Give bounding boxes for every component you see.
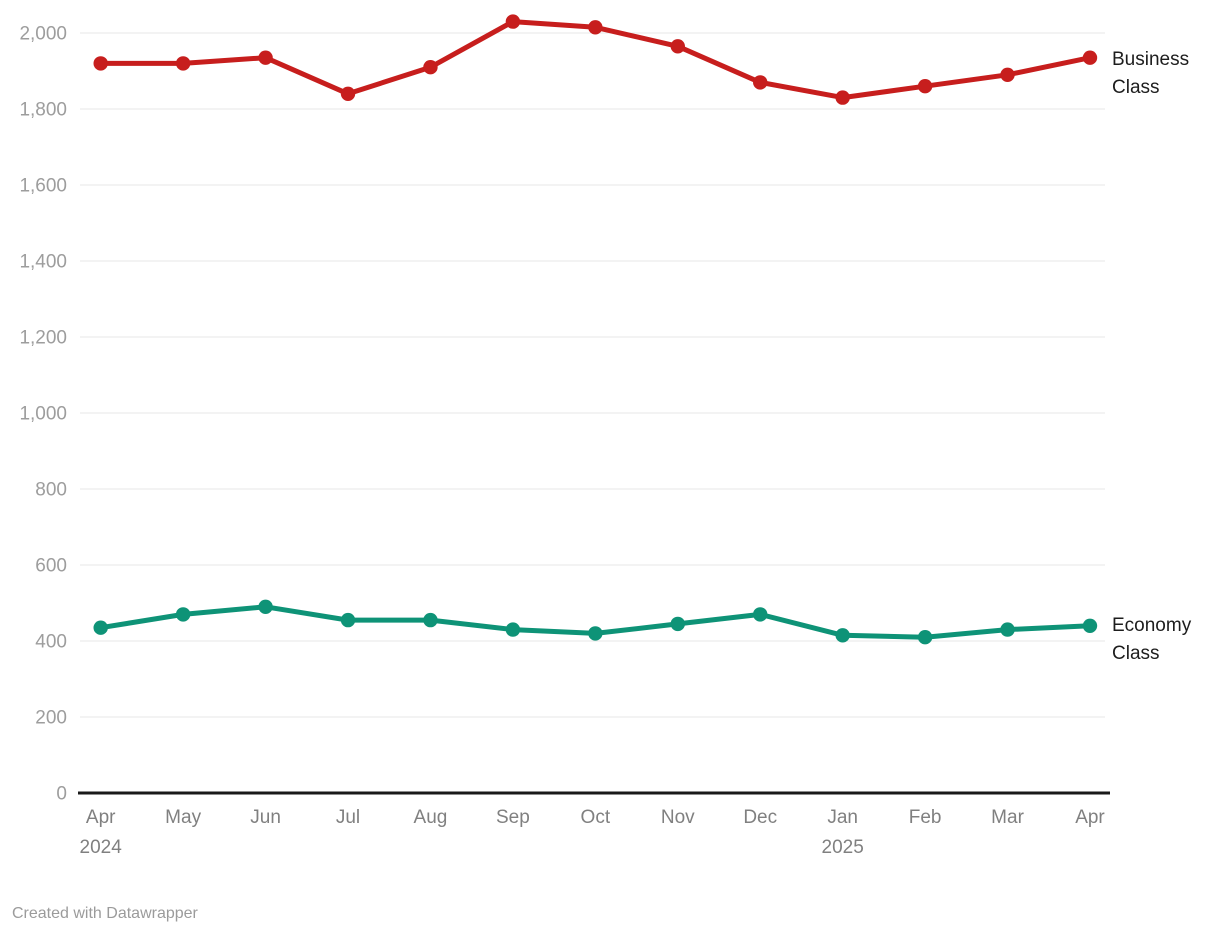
x-axis-tick-label: Aug: [414, 807, 448, 828]
data-point-economy-class[interactable]: [835, 628, 850, 643]
x-axis-year-label: 2024: [80, 837, 123, 858]
x-axis-tick-label: Apr: [86, 807, 116, 828]
y-axis-tick-label: 600: [35, 556, 67, 577]
data-point-business-class[interactable]: [258, 50, 273, 65]
data-point-economy-class[interactable]: [1000, 622, 1015, 637]
data-point-economy-class[interactable]: [1082, 618, 1098, 633]
y-axis-tick-label: 1,000: [19, 404, 67, 425]
data-point-economy-class[interactable]: [175, 607, 191, 622]
data-point-business-class[interactable]: [93, 56, 108, 71]
y-axis-tick-label: 2,000: [19, 24, 67, 45]
data-point-business-class[interactable]: [1082, 50, 1098, 65]
y-axis-tick-label: 0: [56, 784, 67, 805]
y-axis-tick-label: 1,800: [19, 100, 67, 121]
data-point-business-class[interactable]: [835, 90, 850, 105]
y-axis-tick-label: 1,200: [19, 328, 67, 349]
y-axis-tick-label: 800: [35, 480, 67, 501]
x-axis-year-label: 2025: [822, 837, 864, 858]
data-point-business-class[interactable]: [175, 56, 191, 71]
x-axis-tick-label: Sep: [496, 807, 530, 828]
series-label-business-class: Business Class: [1112, 49, 1190, 98]
x-axis-tick-label: Dec: [743, 807, 777, 828]
x-axis-tick-label: Nov: [661, 807, 695, 828]
data-point-economy-class[interactable]: [505, 622, 521, 637]
x-axis-tick-label: Feb: [909, 807, 942, 828]
data-point-economy-class[interactable]: [340, 612, 356, 628]
data-point-economy-class[interactable]: [588, 626, 603, 641]
data-point-business-class[interactable]: [505, 14, 521, 29]
x-axis-tick-label: Apr: [1075, 807, 1105, 828]
y-axis-tick-label: 200: [35, 708, 67, 729]
data-point-economy-class[interactable]: [917, 630, 933, 645]
data-point-economy-class[interactable]: [423, 612, 438, 628]
x-axis-tick-label: Mar: [991, 807, 1024, 828]
data-point-business-class[interactable]: [753, 75, 768, 90]
x-axis-tick-label: Jan: [827, 807, 858, 828]
x-axis-tick-label: May: [165, 807, 201, 828]
data-point-business-class[interactable]: [423, 59, 438, 75]
x-axis-tick-label: Jul: [336, 807, 360, 828]
data-point-economy-class[interactable]: [753, 607, 768, 622]
data-point-business-class[interactable]: [1000, 67, 1015, 83]
data-point-business-class[interactable]: [588, 20, 603, 35]
data-point-business-class[interactable]: [670, 39, 685, 54]
x-axis-tick-label: Jun: [250, 807, 281, 828]
y-axis-tick-label: 1,400: [19, 252, 67, 273]
data-point-business-class[interactable]: [340, 86, 356, 102]
data-point-economy-class[interactable]: [93, 620, 108, 635]
y-axis-tick-label: 400: [35, 632, 67, 653]
x-axis-tick-label: Oct: [581, 807, 611, 828]
data-point-business-class[interactable]: [917, 79, 933, 94]
data-point-economy-class[interactable]: [670, 616, 685, 632]
series-label-economy-class: Economy Class: [1112, 615, 1192, 664]
datawrapper-credit-link[interactable]: Created with Datawrapper: [12, 905, 198, 922]
data-point-economy-class[interactable]: [258, 599, 273, 614]
y-axis-tick-label: 1,600: [19, 176, 67, 197]
